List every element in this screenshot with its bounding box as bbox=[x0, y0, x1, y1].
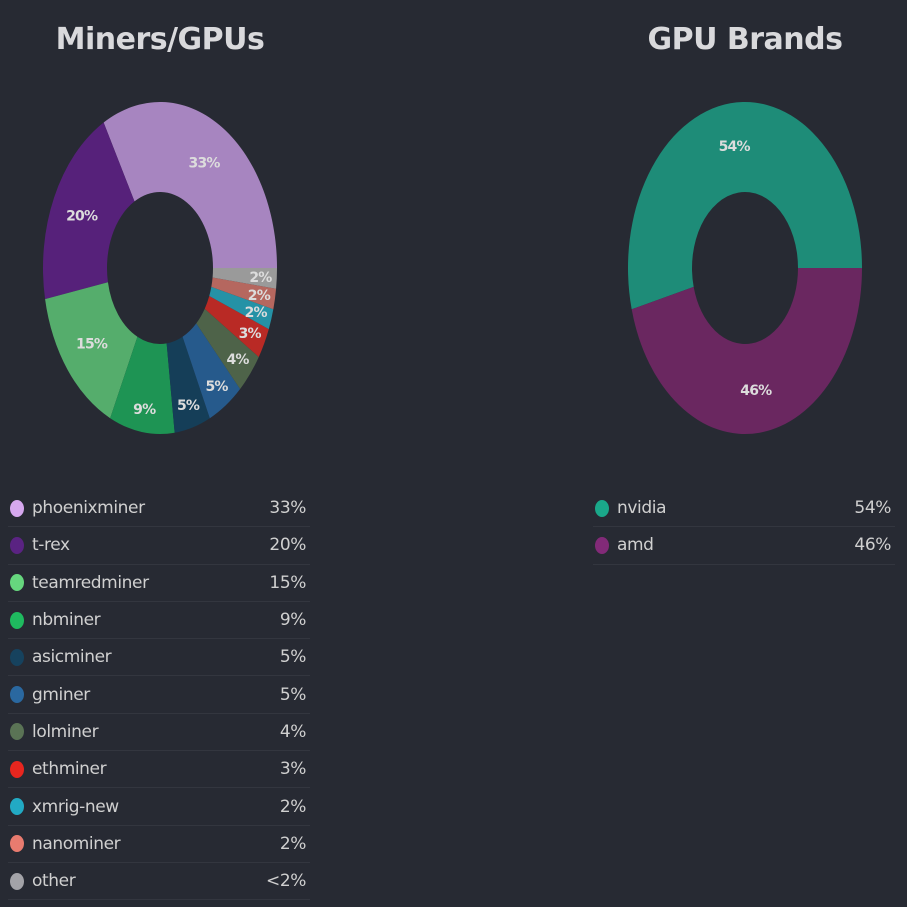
legend-dot-icon bbox=[10, 574, 24, 592]
slice-label-gminer: 5% bbox=[205, 379, 228, 395]
slice-label-other: 2% bbox=[249, 270, 272, 286]
slice-label-nvidia: 54% bbox=[719, 139, 751, 155]
legend-item-nvidia[interactable]: nvidia 54% bbox=[593, 490, 895, 528]
slice-asicminer[interactable] bbox=[166, 336, 210, 433]
slice-lolminer[interactable] bbox=[196, 308, 259, 390]
legend-dot-icon bbox=[10, 835, 24, 853]
slice-label-asicminer: 5% bbox=[177, 398, 200, 414]
slice-phoenixminer[interactable] bbox=[103, 101, 277, 268]
legend-dot-icon bbox=[10, 536, 24, 554]
slice-nanominer[interactable] bbox=[211, 277, 277, 310]
slice-xmrig-new[interactable] bbox=[209, 286, 274, 330]
miners-chart-title: Miners/GPUs bbox=[55, 22, 265, 57]
legend-dot-icon bbox=[595, 536, 609, 554]
slice-label-nanominer: 2% bbox=[248, 288, 271, 304]
slice-label-nbminer: 9% bbox=[133, 402, 156, 418]
legend-item-phoenixminer[interactable]: phoenixminer 33% bbox=[8, 490, 310, 528]
legend-label: ethminer bbox=[32, 759, 107, 780]
legend-label: other bbox=[32, 871, 76, 892]
legend-item-ethminer[interactable]: ethminer 3% bbox=[8, 751, 310, 789]
legend-dot-icon bbox=[10, 760, 24, 778]
legend-label: lolminer bbox=[32, 721, 99, 742]
legend-label: asicminer bbox=[32, 647, 112, 668]
slice-gminer[interactable] bbox=[182, 323, 241, 419]
legend-item-teamredminer[interactable]: teamredminer 15% bbox=[8, 565, 310, 602]
legend-dot-icon bbox=[10, 499, 24, 517]
legend-dot-icon bbox=[595, 499, 609, 517]
slice-teamredminer[interactable] bbox=[45, 282, 138, 419]
legend-item-xmrig-new[interactable]: xmrig-new 2% bbox=[8, 788, 310, 826]
legend-label: xmrig-new bbox=[32, 796, 119, 817]
slice-other[interactable] bbox=[212, 268, 277, 289]
legend-value: 5% bbox=[279, 684, 307, 705]
legend-item-gminer[interactable]: gminer 5% bbox=[8, 676, 310, 714]
slice-label-teamredminer: 15% bbox=[76, 336, 108, 352]
slice-amd[interactable] bbox=[631, 268, 862, 434]
legend-item-nbminer[interactable]: nbminer 9% bbox=[8, 602, 310, 640]
legend-value: 46% bbox=[854, 535, 891, 556]
legend-dot-icon bbox=[10, 611, 24, 629]
legend-dot-icon bbox=[10, 872, 24, 890]
legend-value: 3% bbox=[279, 759, 307, 780]
legend-value: <2% bbox=[265, 871, 306, 892]
miners-legend: phoenixminer 33% t-rex 20% teamredminer 15% nb… bbox=[8, 490, 310, 901]
slice-nbminer[interactable] bbox=[110, 336, 175, 435]
legend-label: gminer bbox=[32, 684, 90, 705]
slice-t-rex[interactable] bbox=[42, 122, 135, 300]
slice-label-lolminer: 4% bbox=[226, 352, 249, 368]
legend-value: 4% bbox=[279, 721, 307, 742]
legend-value: 9% bbox=[279, 610, 307, 631]
legend-value: 2% bbox=[279, 833, 307, 854]
legend-dot-icon bbox=[10, 798, 24, 816]
legend-label: nanominer bbox=[32, 833, 121, 854]
legend-item-amd[interactable]: amd 46% bbox=[593, 527, 895, 565]
legend-dot-icon bbox=[10, 723, 24, 741]
legend-dot-icon bbox=[10, 686, 24, 704]
legend-value: 20% bbox=[269, 535, 306, 556]
slice-label-phoenixminer: 33% bbox=[189, 155, 221, 171]
legend-item-lolminer[interactable]: lolminer 4% bbox=[8, 714, 310, 752]
legend-value: 5% bbox=[279, 647, 307, 668]
legend-label: phoenixminer bbox=[32, 498, 145, 519]
legend-item-other[interactable]: other <2% bbox=[8, 863, 310, 901]
legend-item-asicminer[interactable]: asicminer 5% bbox=[8, 639, 310, 677]
slice-label-t-rex: 20% bbox=[66, 209, 98, 225]
legend-label: t-rex bbox=[32, 535, 70, 556]
brands-legend: nvidia 54% amd 46% bbox=[593, 490, 895, 565]
legend-item-t-rex[interactable]: t-rex 20% bbox=[8, 527, 310, 565]
slice-label-xmrig-new: 2% bbox=[245, 305, 268, 321]
slice-label-ethminer: 3% bbox=[239, 326, 262, 342]
slice-nvidia[interactable] bbox=[628, 101, 862, 310]
brands-chart-title: GPU Brands bbox=[647, 22, 843, 57]
legend-item-nanominer[interactable]: nanominer 2% bbox=[8, 826, 310, 863]
slice-label-amd: 46% bbox=[740, 383, 772, 399]
legend-value: 2% bbox=[279, 796, 307, 817]
legend-label: amd bbox=[617, 535, 654, 556]
legend-value: 15% bbox=[269, 572, 306, 593]
legend-label: teamredminer bbox=[32, 572, 149, 593]
legend-value: 33% bbox=[269, 498, 306, 519]
legend-label: nvidia bbox=[617, 498, 667, 519]
legend-label: nbminer bbox=[32, 610, 101, 631]
slice-ethminer[interactable] bbox=[204, 295, 269, 357]
legend-value: 54% bbox=[854, 498, 891, 519]
legend-dot-icon bbox=[10, 648, 24, 666]
